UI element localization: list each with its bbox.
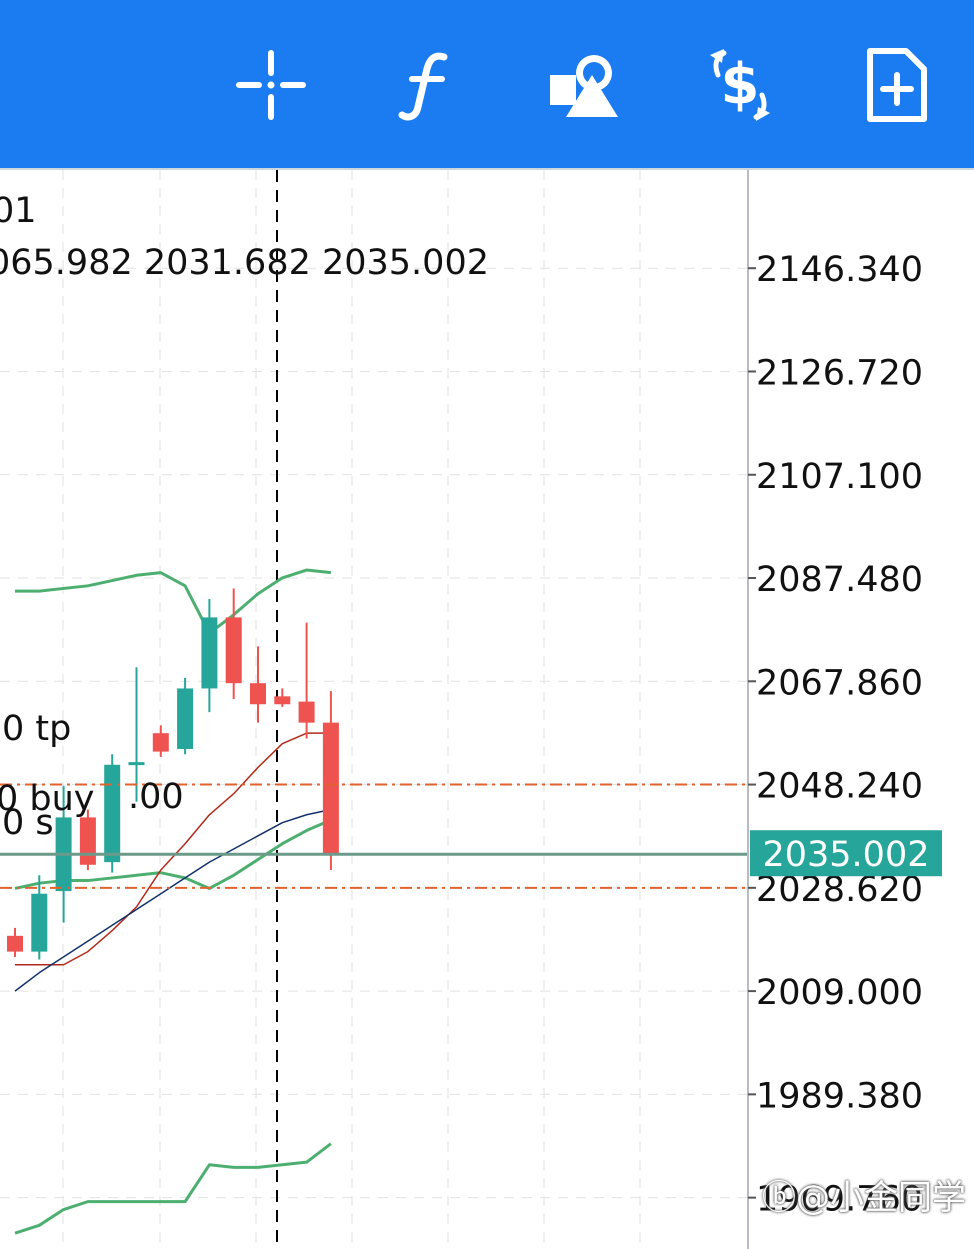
candle-body (177, 688, 194, 749)
candle-body (225, 617, 242, 684)
candle-body (274, 696, 291, 705)
candle-body (7, 935, 23, 952)
chart-grid (0, 170, 748, 1249)
buy-label[interactable]: 0 buy (0, 779, 95, 819)
bollinger-bands (14, 568, 332, 1235)
add-document-icon (867, 48, 927, 122)
crosshair-icon (236, 50, 306, 120)
shapes-icon (550, 55, 618, 117)
price-tick-label: 1989.380 (756, 1076, 923, 1116)
price-tick-label: 2107.100 (756, 457, 923, 497)
candle-body (298, 701, 315, 723)
trade-button[interactable]: $ (695, 40, 785, 130)
indicators-button[interactable] (383, 40, 473, 130)
candle-body (152, 733, 169, 752)
price-tick-label: 2067.860 (756, 663, 923, 703)
fast-ma-line (15, 732, 331, 966)
function-icon (398, 52, 448, 121)
order-levels (0, 783, 748, 889)
candle-body (250, 683, 266, 705)
buy-volume: .00 (128, 777, 184, 817)
candle-body (128, 762, 145, 766)
ohlc-values: 065.982 2031.682 2035.002 (0, 243, 489, 283)
candle-body (322, 722, 339, 855)
crosshair-button[interactable] (226, 40, 316, 130)
price-chart[interactable]: 01 065.982 2031.682 2035.002 0 tp 0 buy … (0, 170, 974, 1249)
price-tick-label: 2028.620 (756, 870, 923, 910)
candlesticks (7, 588, 339, 960)
timeframe-label: 01 (0, 191, 37, 231)
price-tick-label: 2126.720 (756, 353, 923, 393)
price-axis[interactable]: 2146.340 2126.720 2107.100 2087.480 2067.860… (748, 250, 923, 1220)
candle-body (31, 893, 48, 952)
top-toolbar: $ (0, 0, 974, 168)
sl-label[interactable]: 0 s (2, 803, 54, 843)
new-order-button[interactable] (851, 40, 941, 130)
candle-body (79, 817, 96, 865)
bollinger-lower-line (14, 1142, 332, 1235)
svg-text:$: $ (721, 52, 760, 117)
current-price-tag: 2035.002 (750, 830, 942, 877)
bollinger-upper-line (15, 568, 332, 635)
price-tick-label: 2146.340 (756, 250, 923, 290)
moving-averages (14, 732, 332, 992)
tp-label[interactable]: 0 tp (2, 709, 71, 749)
candle-body (201, 617, 218, 689)
slow-ma-line (14, 808, 332, 992)
price-tick-label: 2048.240 (756, 767, 923, 807)
candle-body (104, 764, 121, 863)
toolbar-divider (0, 168, 974, 170)
current-price-value: 2035.002 (762, 835, 929, 875)
dollar-exchange-icon: $ (710, 49, 770, 121)
watermark-logo: ⓑ@小金同学 (762, 1178, 966, 1218)
objects-button[interactable] (539, 40, 629, 130)
price-tick-label: 1969.760 (756, 1180, 923, 1220)
price-tick-label: 2087.480 (756, 560, 923, 600)
price-tick-label: 2009.000 (756, 973, 923, 1013)
